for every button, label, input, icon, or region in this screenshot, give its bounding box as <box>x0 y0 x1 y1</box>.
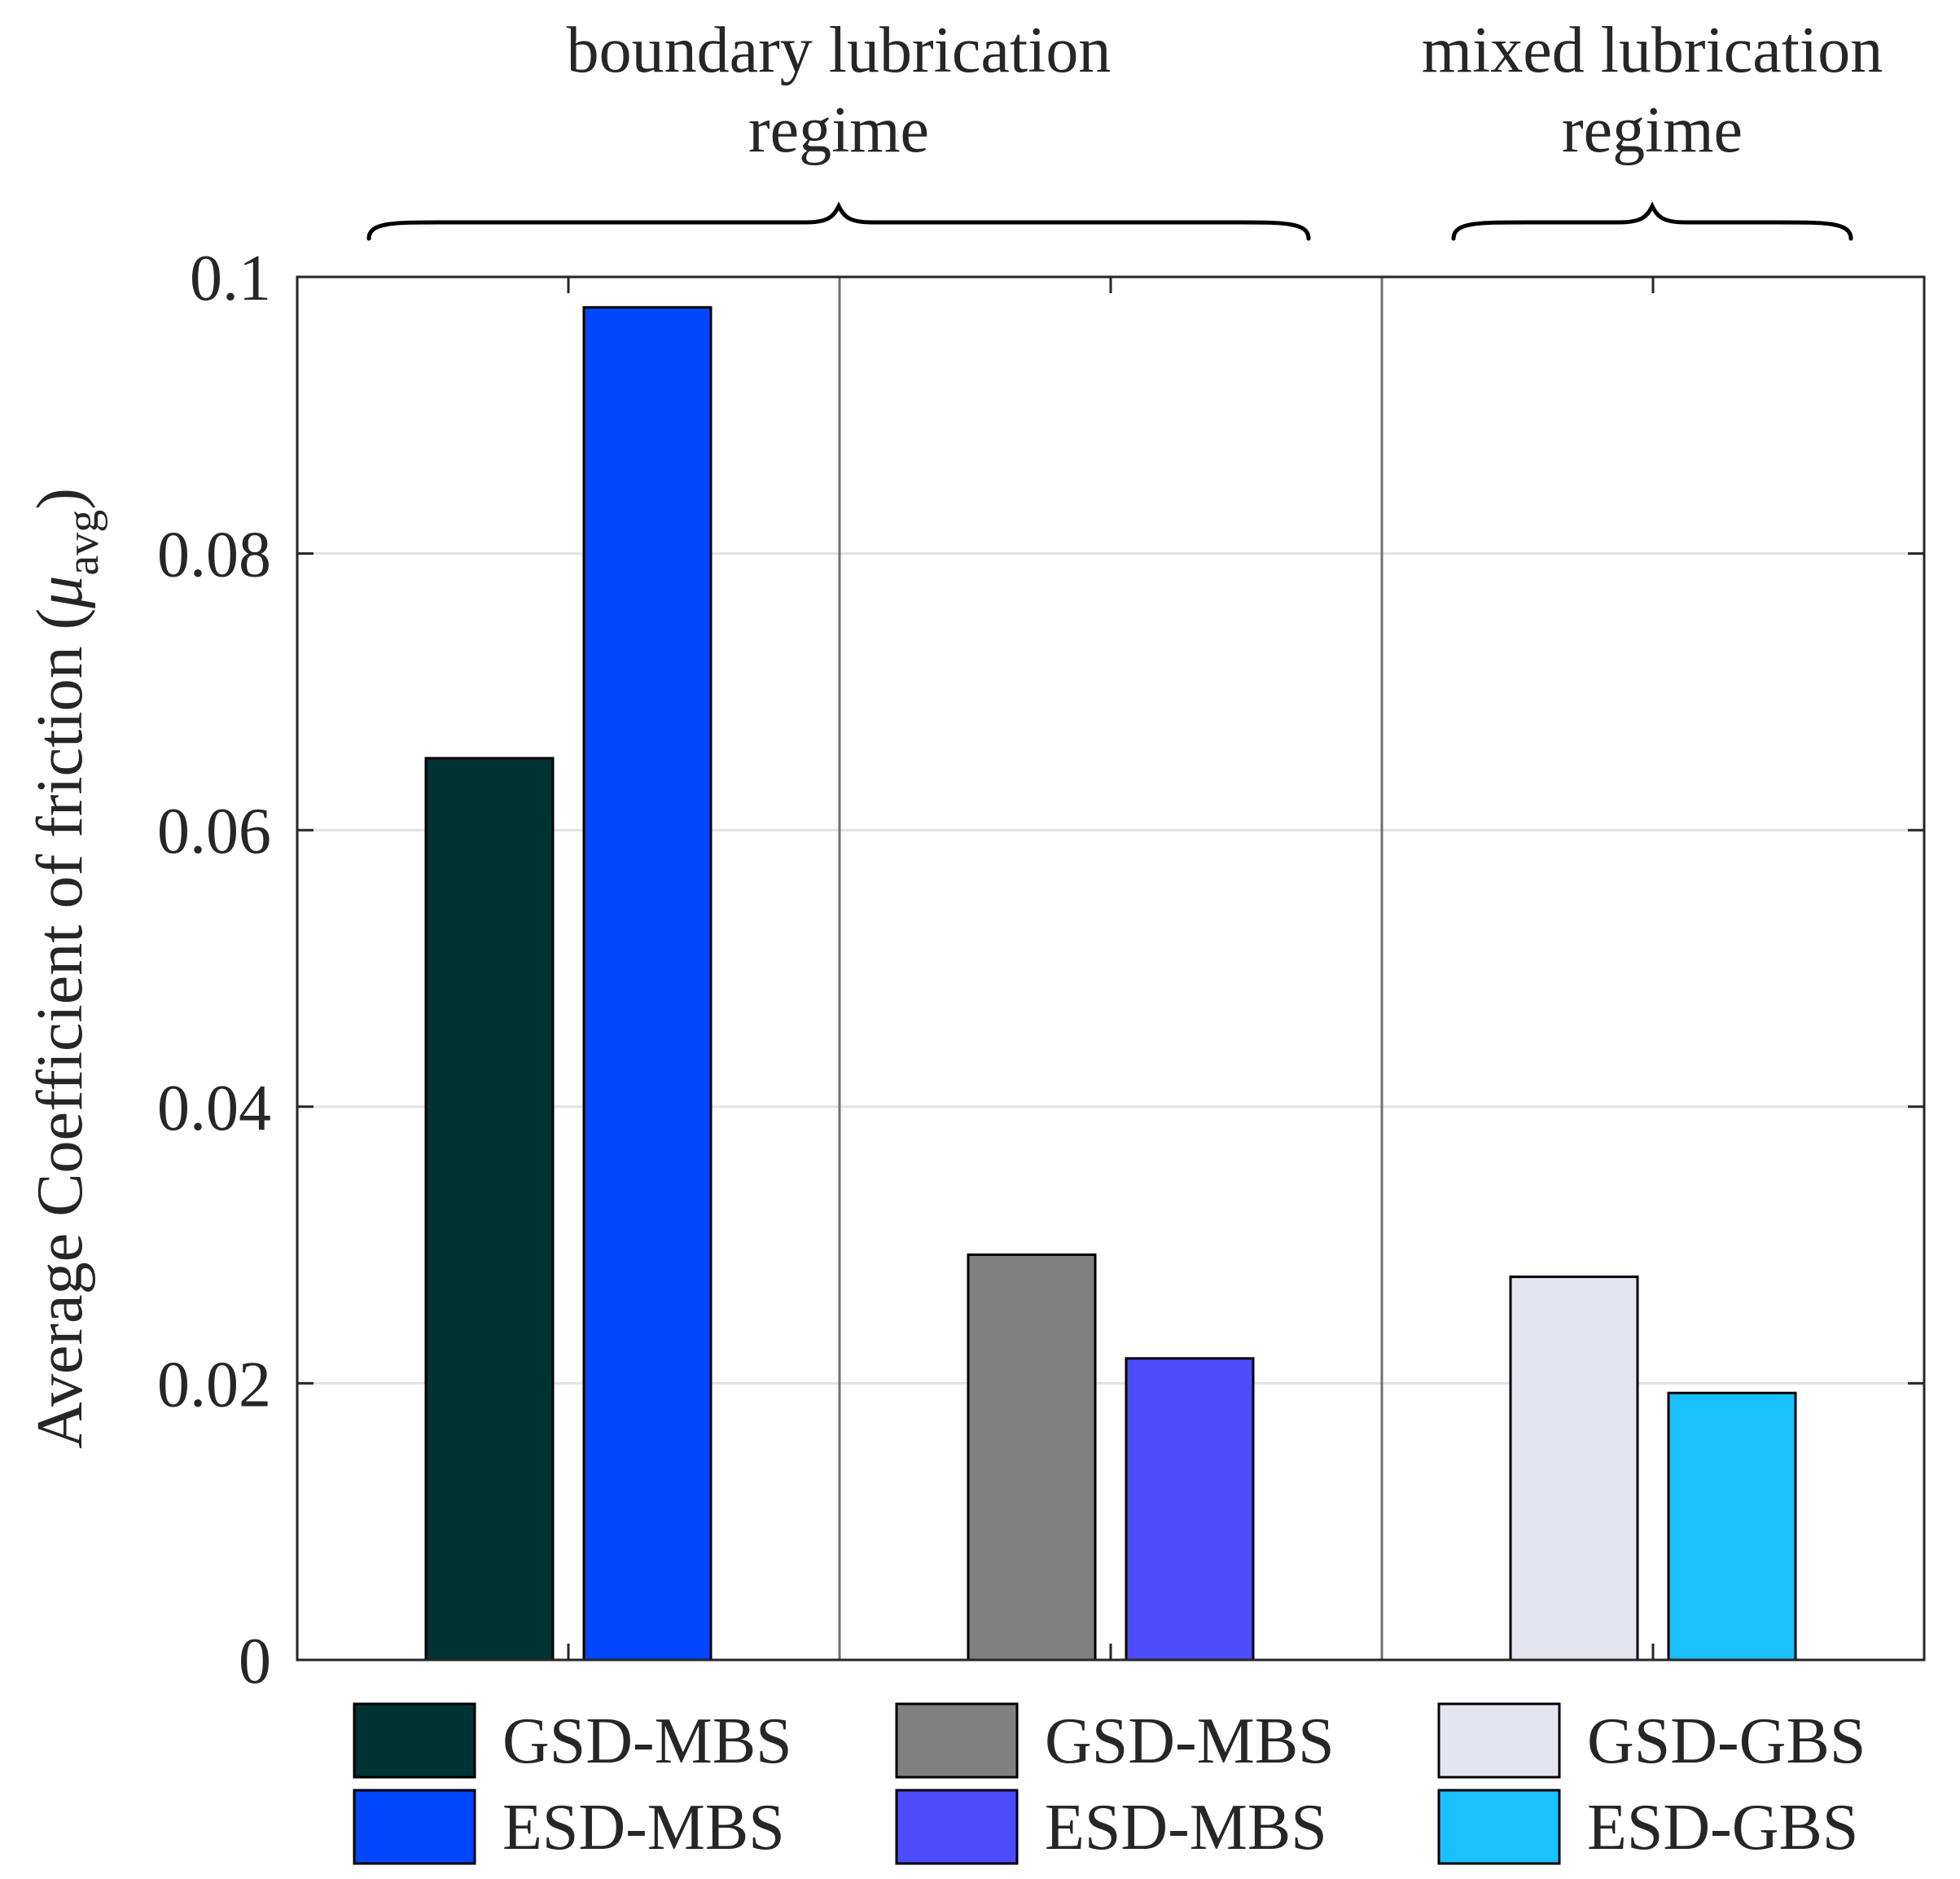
y-tick-label: 0.06 <box>157 796 271 867</box>
regime-annotations: boundary lubrication regime mixed lubricat… <box>366 15 1883 241</box>
y-axis-label: Average Coefficient of friction (μavg) <box>24 488 108 1449</box>
bar-gsd-gbs <box>1509 1275 1639 1662</box>
y-tick-label: 0.1 <box>190 243 271 314</box>
curly-brace <box>366 201 1311 241</box>
legend-swatch <box>895 1789 1019 1865</box>
bar-esd-mbs <box>582 305 713 1662</box>
legend-label: ESD-MBS <box>1045 1792 1327 1864</box>
bars <box>424 305 1797 1662</box>
y-tick-label: 0.02 <box>157 1349 271 1420</box>
curly-brace <box>1451 201 1853 241</box>
regime-label-line2: regime <box>748 94 929 166</box>
legend-label: GSD-MBS <box>502 1706 792 1777</box>
legend-swatch <box>353 1702 476 1779</box>
y-tick-labels: 0 0.02 0.04 0.06 0.08 0.1 <box>157 243 271 1697</box>
legend-label: GSD-GBS <box>1587 1706 1866 1777</box>
legend-swatch <box>1437 1789 1561 1865</box>
regime-label-line1: boundary lubrication <box>567 15 1112 86</box>
legend-label: GSD-MBS <box>1045 1706 1335 1777</box>
grid-lines <box>297 552 1924 1385</box>
legend-label: ESD-GBS <box>1587 1792 1858 1864</box>
legend-label: ESD-MBS <box>502 1792 785 1864</box>
regime-label-line2: regime <box>1562 94 1743 166</box>
regime-label-line1: mixed lubrication <box>1422 15 1883 86</box>
legends: GSD-MBS ESD-MBS GSD-MBS ESD-MBS GSD-GBS ESD-G… <box>353 1702 1866 1865</box>
bar-gsd-mbs <box>967 1253 1097 1662</box>
mu-symbol: μ <box>24 576 96 609</box>
plot-area-frame <box>296 275 1926 1662</box>
y-tick-label: 0.08 <box>157 520 271 591</box>
y-tick-label: 0 <box>239 1626 271 1697</box>
bar-esd-mbs <box>1125 1357 1255 1662</box>
avg-subscript: avg <box>58 510 108 576</box>
y-tick-label: 0.04 <box>157 1073 271 1144</box>
legend-swatch <box>1437 1702 1561 1779</box>
y-axis-label-text: Average Coefficient of friction ( <box>24 608 96 1449</box>
legend-swatch <box>353 1789 476 1865</box>
group-separators <box>838 277 1383 1660</box>
legend-swatch <box>895 1702 1019 1779</box>
bar-esd-gbs <box>1667 1391 1797 1662</box>
y-axis-label-close: ) <box>24 488 96 510</box>
bar-gsd-mbs <box>424 757 555 1662</box>
